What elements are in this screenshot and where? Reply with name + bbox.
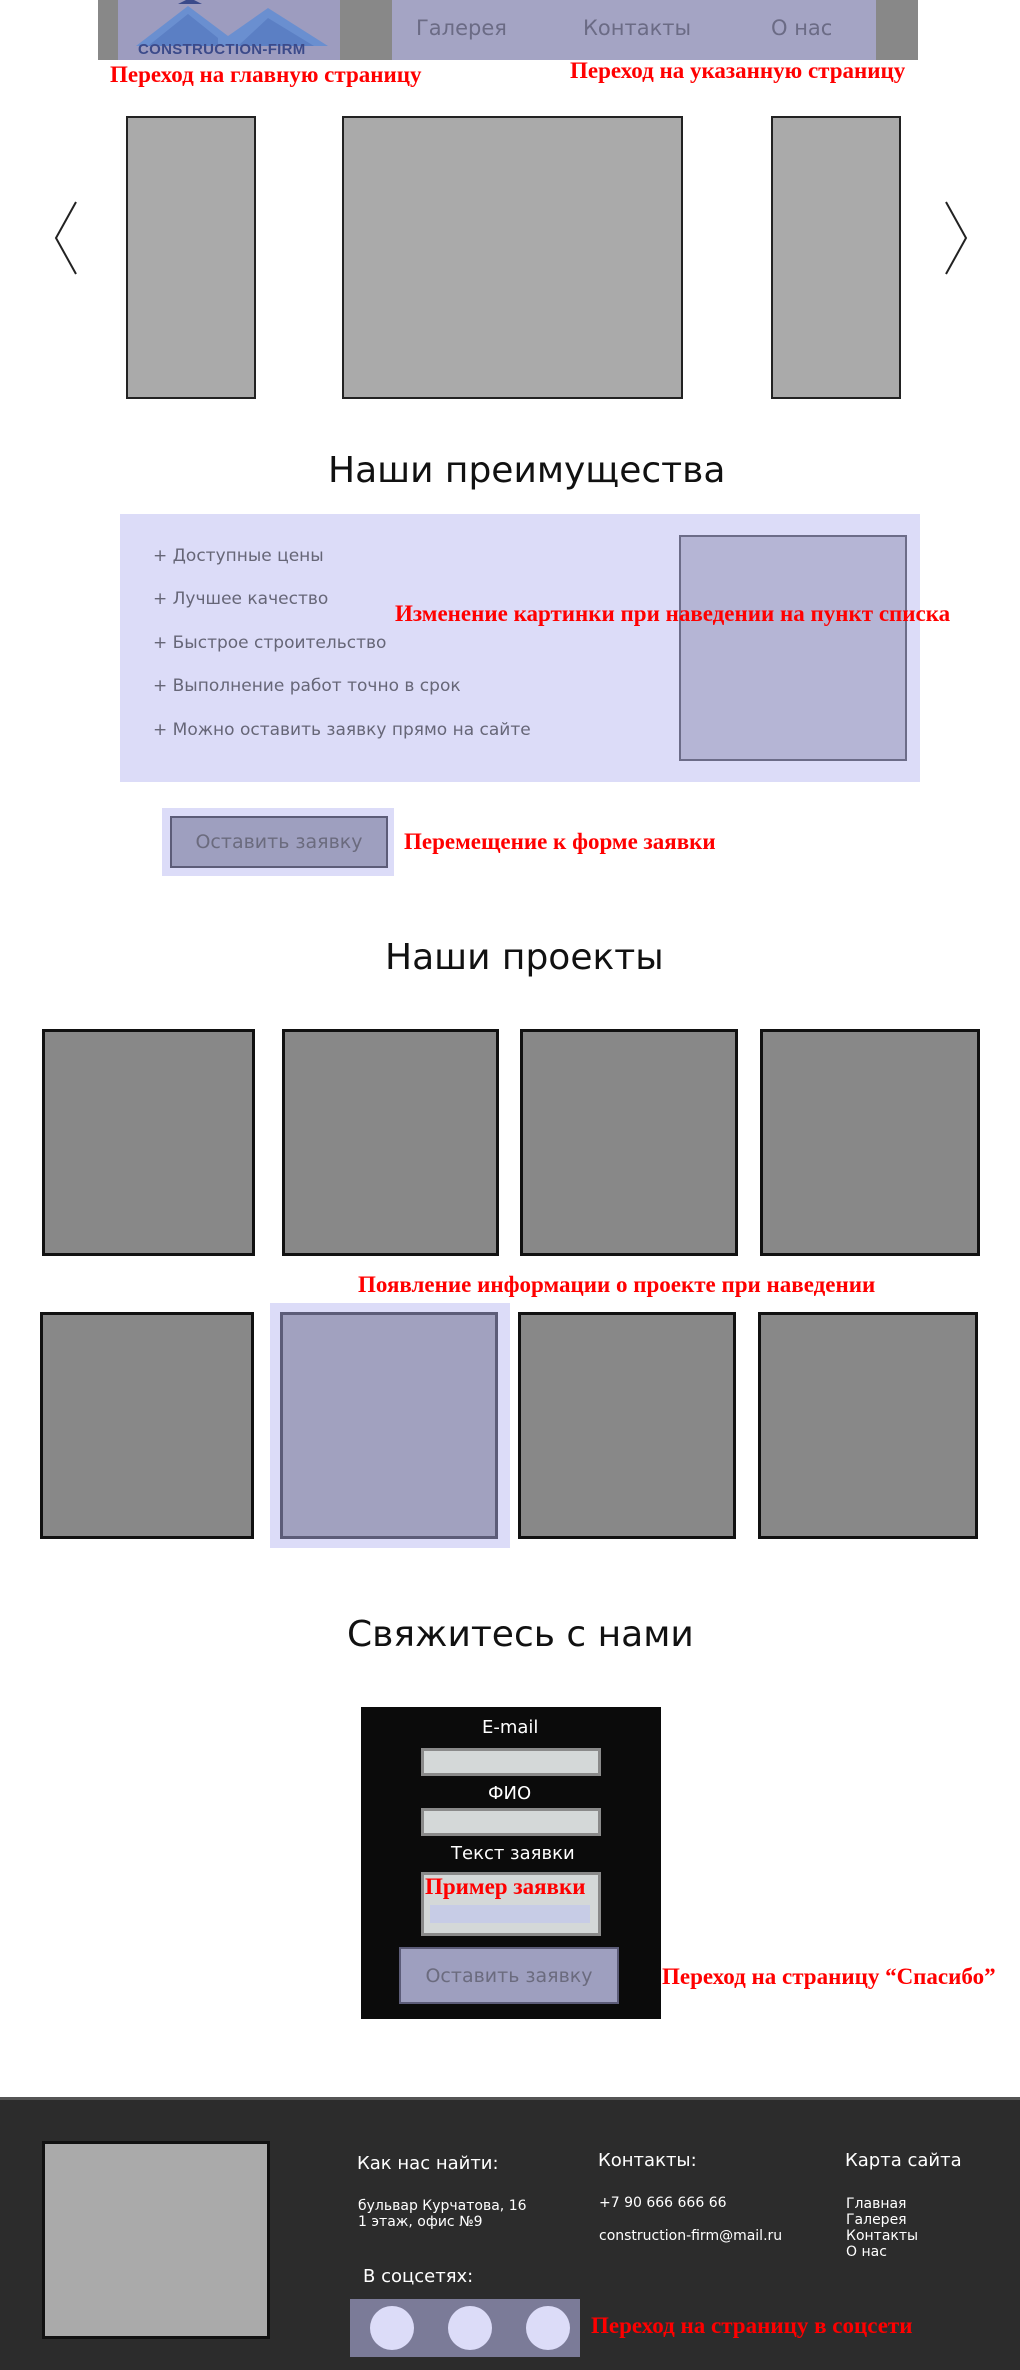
note-home: Переход на главную страницу bbox=[110, 62, 422, 87]
footer-image bbox=[42, 2141, 270, 2339]
projects-title: Наши проекты bbox=[385, 937, 664, 978]
footer-sitemap-title: Карта сайта bbox=[845, 2150, 962, 2171]
footer-email[interactable]: construction-firm@mail.ru bbox=[599, 2228, 783, 2244]
email-field[interactable] bbox=[421, 1748, 601, 1776]
slider-image-left bbox=[126, 116, 256, 399]
social-link-icon[interactable] bbox=[448, 2306, 492, 2350]
name-label: ФИО bbox=[488, 1783, 532, 1804]
nav-item-about[interactable]: О нас bbox=[771, 16, 833, 40]
project-card[interactable] bbox=[40, 1312, 254, 1539]
project-card[interactable] bbox=[758, 1312, 978, 1539]
footer-social-title: В соцсетях: bbox=[363, 2266, 474, 2287]
request-text-label: Текст заявки bbox=[451, 1843, 575, 1864]
project-card[interactable] bbox=[760, 1029, 980, 1256]
cta-request-button[interactable]: Оставить заявку bbox=[170, 816, 388, 868]
project-card[interactable] bbox=[520, 1029, 738, 1256]
request-example-text: Пример заявки bbox=[425, 1874, 586, 1899]
logo-house-icon bbox=[136, 0, 328, 46]
project-card[interactable] bbox=[282, 1029, 499, 1256]
email-label: E-mail bbox=[482, 1717, 539, 1738]
slider-next-icon[interactable] bbox=[942, 200, 970, 276]
footer-sitemap-about[interactable]: О нас bbox=[846, 2244, 887, 2260]
nav-item-gallery[interactable]: Галерея bbox=[416, 16, 507, 40]
note-social: Переход на страницу в соцсети bbox=[591, 2313, 913, 2338]
note-nav: Переход на указанную страницу bbox=[570, 58, 906, 83]
logo-text: CONSTRUCTION-FIRM bbox=[138, 41, 306, 58]
project-card[interactable] bbox=[518, 1312, 736, 1539]
footer-find-title: Как нас найти: bbox=[357, 2153, 499, 2174]
name-field[interactable] bbox=[421, 1808, 601, 1836]
advantages-title: Наши преимущества bbox=[328, 450, 726, 491]
note-hover-image: Изменение картинки при наведении на пунк… bbox=[395, 601, 951, 626]
main-nav bbox=[392, 0, 876, 60]
footer-contacts-title: Контакты: bbox=[598, 2150, 697, 2171]
footer-sitemap-gallery[interactable]: Галерея bbox=[846, 2212, 907, 2228]
footer-sitemap-home[interactable]: Главная bbox=[846, 2196, 907, 2212]
note-thanks: Переход на страницу “Спасибо” bbox=[662, 1964, 996, 1989]
submit-request-button[interactable]: Оставить заявку bbox=[399, 1947, 619, 2004]
project-card[interactable] bbox=[42, 1029, 255, 1256]
footer-address-line1: бульвар Курчатова, 16 bbox=[358, 2198, 527, 2214]
footer-phone[interactable]: +7 90 666 666 66 bbox=[599, 2195, 727, 2211]
logo[interactable]: CONSTRUCTION-FIRM bbox=[118, 0, 340, 60]
social-link-icon[interactable] bbox=[370, 2306, 414, 2350]
advantage-item[interactable]: + Выполнение работ точно в срок bbox=[153, 676, 461, 696]
advantage-item[interactable]: + Доступные цены bbox=[153, 546, 324, 566]
slider-image-right bbox=[771, 116, 901, 399]
social-link-icon[interactable] bbox=[526, 2306, 570, 2350]
slider-prev-icon[interactable] bbox=[52, 200, 80, 276]
nav-item-contacts[interactable]: Контакты bbox=[583, 16, 692, 40]
advantages-image bbox=[679, 535, 907, 761]
footer-sitemap-contacts[interactable]: Контакты bbox=[846, 2228, 919, 2244]
advantage-item[interactable]: + Быстрое строительство bbox=[153, 633, 387, 653]
contact-title: Свяжитесь с нами bbox=[347, 1614, 694, 1655]
note-scroll-form: Перемещение к форме заявки bbox=[404, 829, 716, 854]
placeholder-highlight bbox=[430, 1905, 590, 1923]
advantage-item[interactable]: + Можно оставить заявку прямо на сайте bbox=[153, 720, 531, 740]
project-card-hovered[interactable] bbox=[280, 1312, 498, 1539]
slider-image-center bbox=[342, 116, 683, 399]
request-text-field[interactable] bbox=[421, 1872, 601, 1936]
advantage-item[interactable]: + Лучшее качество bbox=[153, 589, 329, 609]
footer-address-line2: 1 этаж, офис №9 bbox=[358, 2214, 483, 2230]
note-project-info: Появление информации о проекте при навед… bbox=[358, 1272, 876, 1297]
